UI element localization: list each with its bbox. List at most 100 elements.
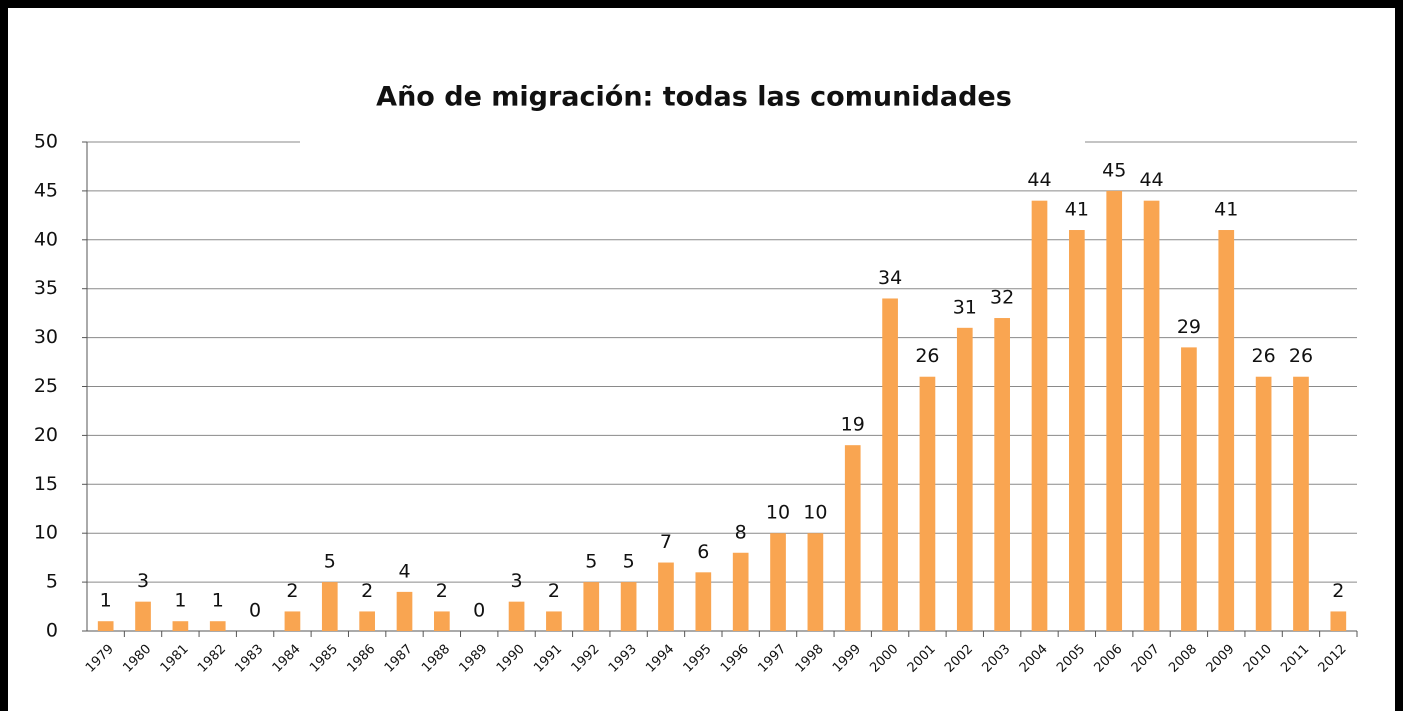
value-label: 0 [249, 600, 261, 622]
x-tick-label: 1996 [718, 642, 752, 676]
x-tick-label: 2004 [1017, 642, 1051, 676]
y-tick-label: 45 [34, 179, 58, 201]
bar [919, 376, 936, 631]
value-label: 10 [803, 502, 827, 524]
bar [1069, 230, 1085, 631]
x-tick-label: 2008 [1166, 642, 1200, 676]
x-tick-label: 1997 [755, 642, 789, 676]
bar [956, 327, 973, 631]
bar [359, 611, 375, 631]
value-label: 41 [1065, 199, 1089, 221]
x-tick-label: 2010 [1241, 642, 1275, 676]
x-tick-label: 1984 [270, 642, 304, 676]
bar [396, 591, 413, 631]
bar [1293, 376, 1309, 631]
bar [732, 552, 749, 631]
bar [770, 533, 786, 631]
value-label: 32 [990, 287, 1014, 309]
value-label: 1 [212, 590, 224, 612]
value-label: 2 [286, 580, 298, 602]
x-tick-label: 2006 [1092, 642, 1126, 676]
value-label: 41 [1214, 199, 1238, 221]
value-label: 10 [766, 502, 790, 524]
x-tick-label: 1985 [307, 642, 341, 676]
value-label: 1 [100, 590, 112, 612]
value-label: 19 [841, 414, 865, 436]
bar [97, 621, 114, 631]
bar [882, 298, 898, 631]
value-label: 3 [511, 570, 523, 592]
bar [1031, 200, 1048, 631]
value-label: 29 [1177, 316, 1201, 338]
x-tick-label: 2007 [1129, 642, 1163, 676]
bar [695, 572, 712, 631]
x-tick-label: 1989 [457, 642, 491, 676]
value-label: 4 [398, 560, 410, 582]
value-label: 1 [174, 590, 186, 612]
bar [1330, 611, 1347, 631]
bar [284, 611, 301, 631]
value-label: 5 [324, 551, 336, 573]
x-tick-label: 1990 [494, 642, 528, 676]
value-label: 31 [953, 296, 977, 318]
x-tick-label: 1998 [793, 642, 827, 676]
y-tick-label: 15 [34, 473, 58, 495]
x-tick-label: 2000 [867, 642, 901, 676]
x-tick-label: 1980 [120, 642, 154, 676]
value-label: 7 [660, 531, 672, 553]
bar [807, 533, 824, 631]
bar [321, 582, 338, 631]
x-tick-label: 1986 [344, 642, 378, 676]
y-tick-label: 40 [34, 228, 58, 250]
value-label: 2 [436, 580, 448, 602]
x-tick-label: 1988 [419, 642, 453, 676]
bar [135, 601, 151, 631]
grid [87, 141, 1357, 632]
value-label: 26 [915, 345, 939, 367]
value-label: 2 [361, 580, 373, 602]
x-tick-label: 1981 [158, 642, 192, 676]
bar [1218, 230, 1235, 631]
bar [546, 611, 562, 631]
x-tick-label: 1999 [830, 642, 864, 676]
value-label: 44 [1027, 169, 1051, 191]
x-tick-label: 1987 [382, 642, 416, 676]
bar [209, 621, 226, 631]
bar [508, 601, 525, 631]
value-label: 34 [878, 267, 902, 289]
value-label: 6 [697, 541, 709, 563]
x-tick-label: 2003 [979, 642, 1013, 676]
bar [994, 318, 1010, 631]
value-label: 5 [585, 551, 597, 573]
y-tick-label: 25 [34, 375, 58, 397]
x-tick-label: 1992 [569, 642, 603, 676]
x-tick-label: 2011 [1278, 642, 1312, 676]
bar [172, 621, 189, 631]
x-tick-label: 1979 [83, 642, 117, 676]
value-label: 8 [735, 521, 747, 543]
value-label: 45 [1102, 159, 1126, 181]
value-label: 2 [548, 580, 560, 602]
y-tick-label: 35 [34, 277, 58, 299]
bar [658, 562, 674, 631]
y-tick-label: 10 [34, 522, 58, 544]
bar [844, 445, 861, 631]
y-tick-label: 50 [34, 131, 58, 153]
bar [583, 582, 600, 631]
y-tick-label: 30 [34, 326, 58, 348]
bar [1255, 376, 1272, 631]
value-label: 44 [1139, 169, 1163, 191]
value-label: 26 [1252, 345, 1276, 367]
x-tick-label: 2001 [905, 642, 939, 676]
x-tick-label: 2005 [1054, 642, 1088, 676]
value-label: 3 [137, 570, 149, 592]
bar [1143, 200, 1160, 631]
y-tick-label: 5 [46, 571, 58, 593]
x-tick-label: 1983 [232, 642, 266, 676]
bar [434, 611, 450, 631]
bar [1106, 190, 1123, 631]
value-label: 0 [473, 600, 485, 622]
